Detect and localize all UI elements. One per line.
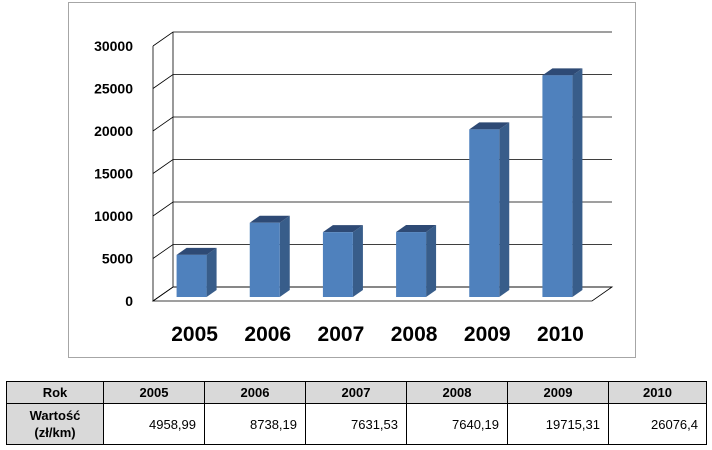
x-tick-label: 2010	[537, 323, 584, 346]
bar-top	[322, 225, 363, 233]
bar-top	[249, 215, 290, 223]
y-tick-label: 25000	[94, 81, 133, 97]
bar	[322, 232, 353, 297]
chart-frame	[68, 2, 636, 358]
table-row: Wartość (zł/km) 4958,99 8738,19 7631,53 …	[6, 403, 707, 445]
x-tick-label: 2006	[244, 323, 291, 346]
table-value: 26076,4	[608, 403, 707, 445]
bar	[176, 254, 207, 297]
x-tick-label: 2009	[464, 323, 511, 346]
table-value: 7640,19	[406, 403, 508, 445]
table-year: 2005	[103, 381, 205, 404]
bar	[542, 75, 573, 297]
bar-side	[499, 122, 510, 298]
data-table: Rok 2005 2006 2007 2008 2009 2010 Wartoś…	[6, 381, 707, 445]
x-tick-label: 2008	[391, 323, 438, 346]
table-year: 2007	[305, 381, 407, 404]
table-value: 4958,99	[103, 403, 205, 445]
bar-side	[206, 247, 217, 297]
x-tick-label: 2007	[318, 323, 365, 346]
x-tick-label: 2005	[171, 323, 218, 346]
table-year: 2010	[608, 381, 707, 404]
table-header-label: Rok	[6, 381, 104, 404]
bar-top	[469, 122, 510, 130]
table-value: 8738,19	[204, 403, 306, 445]
floor	[151, 286, 614, 302]
y-tick-label: 5000	[102, 251, 133, 267]
table-value: 7631,53	[305, 403, 407, 445]
bar-side	[426, 225, 437, 297]
bar-side	[352, 225, 363, 297]
y-tick-label: 20000	[94, 123, 133, 139]
bar-top	[176, 247, 217, 255]
y-tick-label: 15000	[94, 166, 133, 182]
y-tick-label: 0	[125, 293, 133, 309]
table-value: 19715,31	[507, 403, 609, 445]
bar-top	[396, 225, 437, 233]
table-row-label: Wartość (zł/km)	[6, 403, 104, 445]
gridline	[152, 31, 612, 47]
table-year: 2009	[507, 381, 609, 404]
y-tick-label: 30000	[94, 38, 133, 54]
bar-side	[572, 68, 583, 297]
table-year: 2006	[204, 381, 306, 404]
bar	[249, 222, 280, 297]
bar	[469, 129, 500, 297]
y-tick-label: 10000	[94, 208, 133, 224]
table-year: 2008	[406, 381, 508, 404]
table-header-row: Rok 2005 2006 2007 2008 2009 2010	[6, 381, 707, 404]
bar-side	[279, 215, 290, 297]
bar-top	[542, 68, 583, 76]
bar	[396, 232, 427, 297]
bar-chart: 0 5000 10000 15000 20000 25000 30000 2005 2006 20…	[94, 31, 614, 346]
